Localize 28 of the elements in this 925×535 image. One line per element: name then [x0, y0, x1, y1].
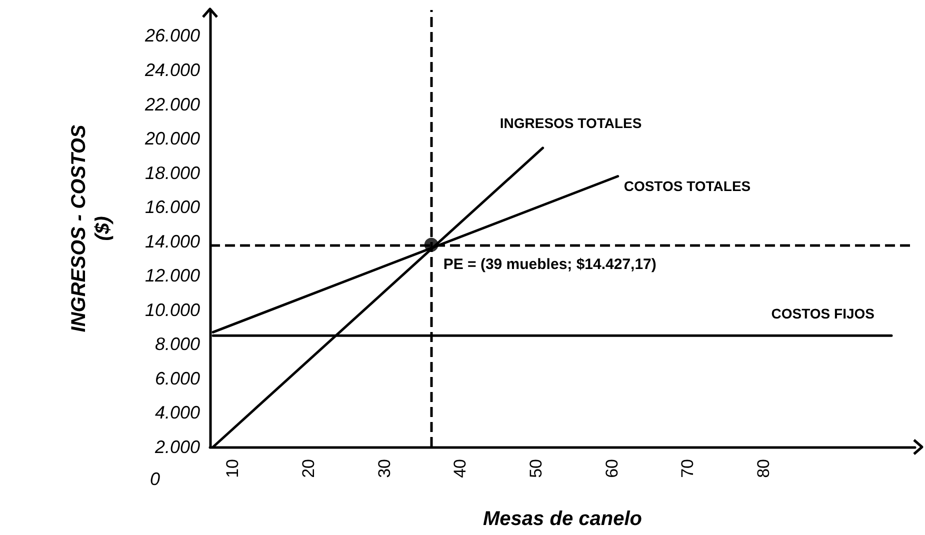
y-tick-label: 26.000 [144, 26, 200, 46]
y-tick-label: 6.000 [154, 368, 200, 388]
y-tick-label: 2.000 [154, 437, 200, 457]
x-tick-label: 10 [223, 459, 242, 478]
y-tick-label: 18.000 [144, 162, 200, 183]
x-tick-label: 60 [602, 459, 622, 478]
y-tick-label: 24.000 [144, 60, 200, 80]
x-tick-label: 50 [526, 459, 546, 478]
y-tick-label: 22.000 [144, 94, 200, 114]
y-tick-label: 8.000 [154, 334, 200, 354]
y-tick-label: 12.000 [144, 266, 200, 286]
annotation: PE = (39 muebles; $14.427,17) [443, 256, 656, 273]
text: 0 [150, 469, 160, 489]
y-tick-label: 20.000 [144, 128, 200, 149]
x-tick-label: 40 [450, 459, 470, 478]
series-label: COSTOS TOTALES [624, 178, 751, 194]
text: INGRESOS TOTALES [500, 114, 642, 131]
y-tick-label: 4.000 [154, 402, 200, 423]
x-axis-title: Mesas de canelo [483, 508, 642, 530]
y-tick-label: 10.000 [144, 300, 200, 320]
x-tick-label: 70 [678, 459, 698, 478]
y-tick-label: 16.000 [144, 197, 200, 218]
x-tick-label: 20 [299, 459, 318, 478]
x-tick-label: 30 [374, 459, 394, 478]
y-axis-title: INGRESOS - COSTOS ($) [68, 124, 114, 332]
y-tick-label: 14.000 [144, 231, 200, 252]
x-tick-label: 80 [754, 459, 773, 478]
series-label: COSTOS FIJOS [771, 306, 874, 322]
